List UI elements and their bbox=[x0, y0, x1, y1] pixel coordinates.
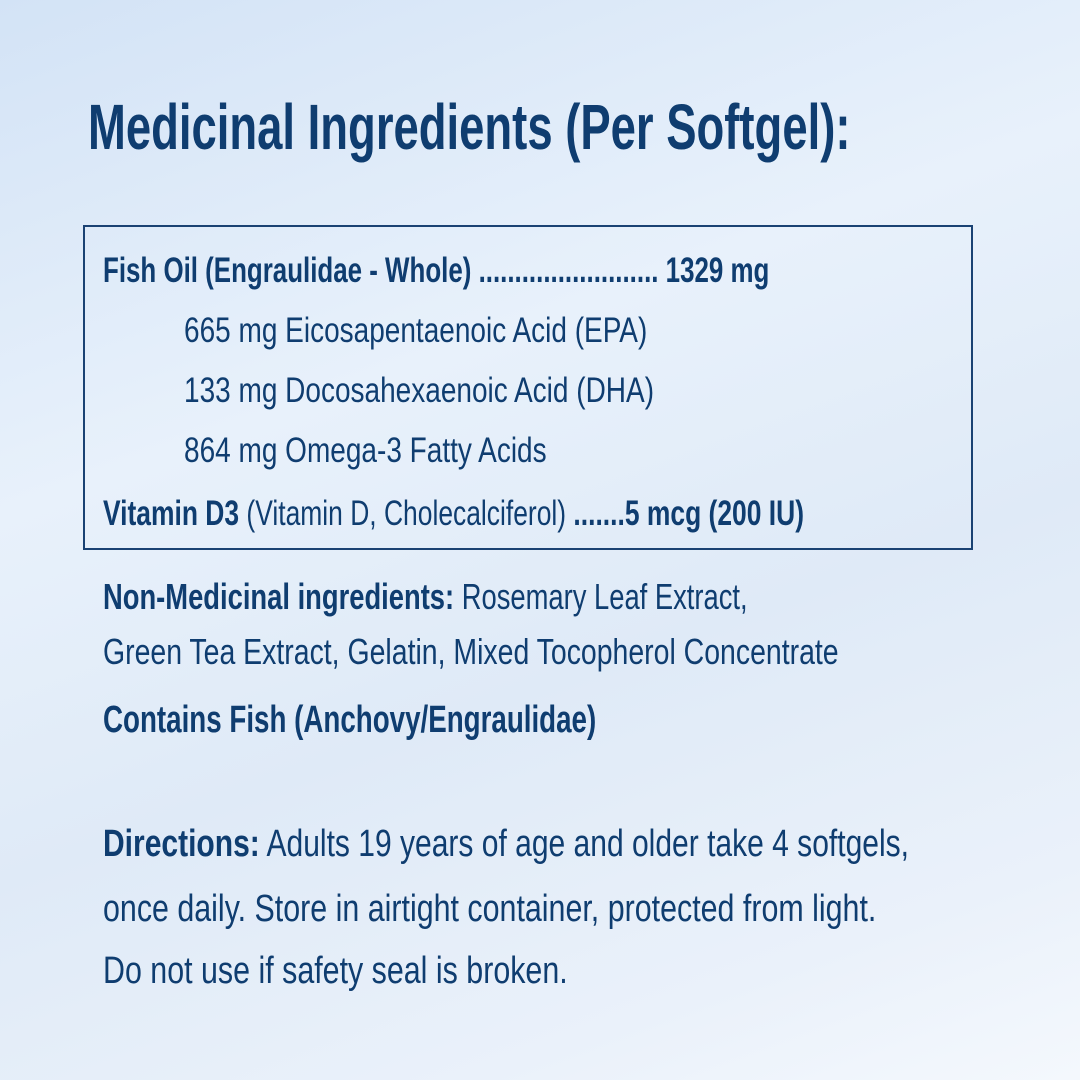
leader-dots: ......................... bbox=[471, 251, 666, 290]
vitamin-d3-label: Vitamin D3 bbox=[103, 494, 240, 533]
non-medicinal-line-1: Non-Medicinal ingredients: Rosemary Leaf… bbox=[103, 579, 748, 615]
directions-line-3: Do not use if safety seal is broken. bbox=[103, 950, 568, 992]
fish-oil-label: Fish Oil (Engraulidae - Whole) bbox=[103, 251, 472, 290]
leader-dots: ....... bbox=[573, 494, 625, 533]
dha-row: 133 mg Docosahexaenoic Acid (DHA) bbox=[184, 371, 655, 410]
omega3-row: 864 mg Omega-3 Fatty Acids bbox=[184, 431, 547, 470]
allergen-statement: Contains Fish (Anchovy/Engraulidae) bbox=[103, 699, 597, 741]
page-title: Medicinal Ingredients (Per Softgel): bbox=[88, 91, 851, 163]
non-medicinal-text: Rosemary Leaf Extract, bbox=[454, 576, 748, 617]
non-medicinal-line-2: Green Tea Extract, Gelatin, Mixed Tocoph… bbox=[103, 631, 839, 672]
directions-line-2: once daily. Store in airtight container,… bbox=[103, 888, 877, 930]
vitamin-d3-row: Vitamin D3 (Vitamin D, Cholecalciferol) … bbox=[103, 496, 804, 531]
directions-label: Directions: bbox=[103, 823, 260, 865]
vitamin-d3-amount: 5 mcg (200 IU) bbox=[624, 494, 805, 533]
non-medicinal-label: Non-Medicinal ingredients: bbox=[103, 576, 455, 617]
epa-row: 665 mg Eicosapentaenoic Acid (EPA) bbox=[184, 311, 648, 350]
fish-oil-row: Fish Oil (Engraulidae - Whole) .........… bbox=[103, 253, 769, 288]
vitamin-d3-detail: (Vitamin D, Cholecalciferol) bbox=[239, 494, 574, 533]
fish-oil-amount: 1329 mg bbox=[665, 251, 770, 290]
directions-text: Adults 19 years of age and older take 4 … bbox=[259, 823, 909, 865]
directions-line-1: Directions: Adults 19 years of age and o… bbox=[103, 825, 909, 863]
medicinal-ingredients-box bbox=[83, 225, 973, 550]
